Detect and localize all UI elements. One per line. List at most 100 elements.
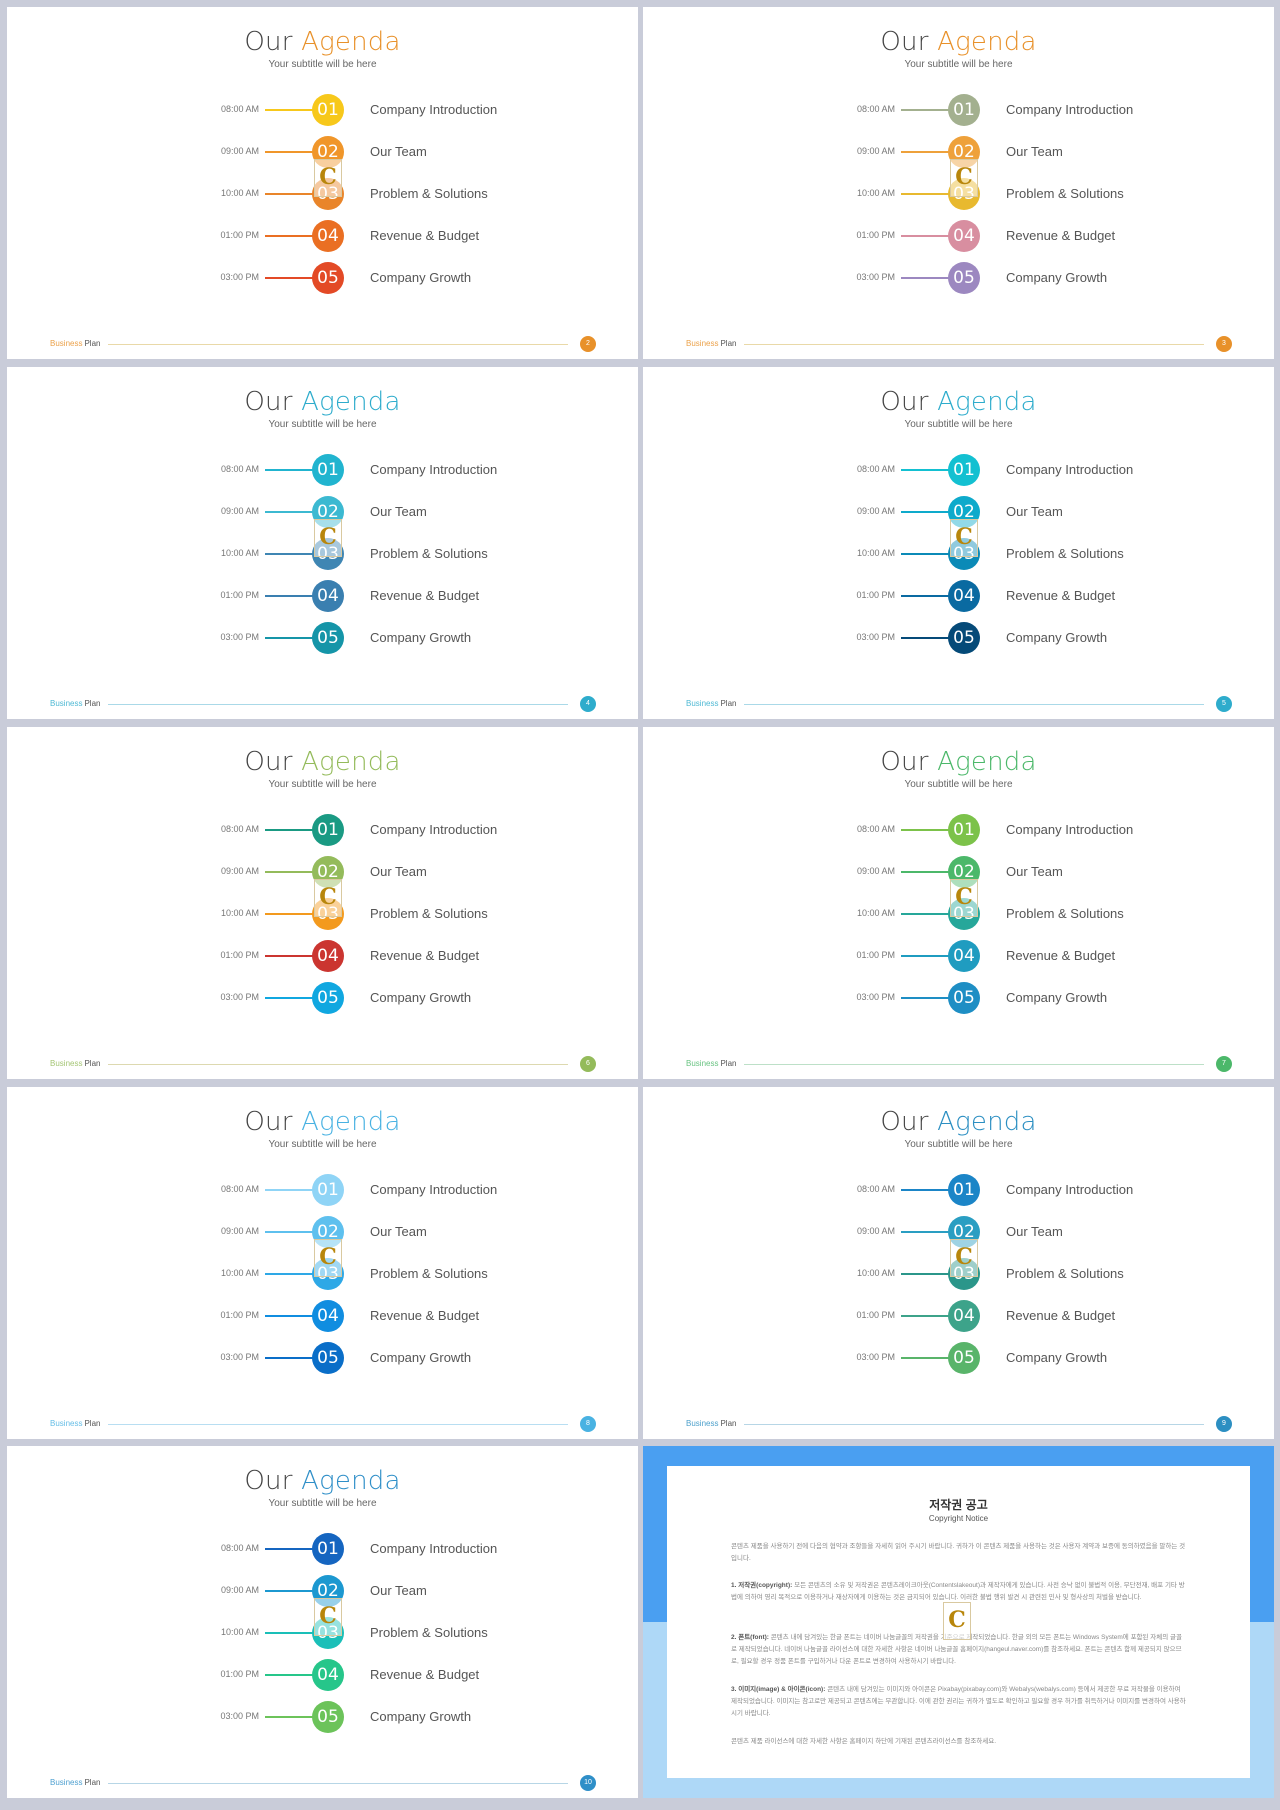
agenda-item-label: Company Introduction bbox=[370, 1182, 498, 1197]
footer-brand-business: Business bbox=[50, 1059, 83, 1068]
agenda-connector-line bbox=[265, 1189, 315, 1191]
footer-brand-business: Business bbox=[686, 339, 719, 348]
agenda-time: 01:00 PM bbox=[856, 590, 895, 600]
agenda-time: 10:00 AM bbox=[856, 548, 895, 558]
agenda-time: 09:00 AM bbox=[220, 1226, 259, 1236]
agenda-item-label: Company Introduction bbox=[1006, 1182, 1134, 1197]
agenda-item: 08:00 AM 01 Company Introduction bbox=[643, 454, 1274, 486]
footer-divider bbox=[744, 344, 1204, 345]
agenda-connector-line bbox=[901, 595, 951, 597]
agenda-connector-line bbox=[901, 1189, 951, 1191]
page-number-badge: 2 bbox=[580, 336, 596, 352]
agenda-time: 09:00 AM bbox=[856, 866, 895, 876]
agenda-item-label: Company Introduction bbox=[370, 1541, 498, 1556]
agenda-title: Our Agenda bbox=[7, 1107, 638, 1137]
agenda-title: Our Agenda bbox=[643, 1107, 1274, 1137]
agenda-connector-line bbox=[265, 1548, 315, 1550]
agenda-connector-line bbox=[265, 595, 315, 597]
agenda-item-label: Problem & Solutions bbox=[1006, 546, 1124, 561]
footer-divider bbox=[108, 704, 568, 705]
copyright-notice-slide: 저작권 공고 Copyright Notice 콘텐츠 제품을 사용하기 전에 … bbox=[643, 1446, 1274, 1798]
agenda-title-agenda: Agenda bbox=[301, 27, 401, 57]
footer-brand: Business Plan bbox=[50, 1059, 100, 1068]
agenda-connector-line bbox=[265, 871, 315, 873]
agenda-item-label: Our Team bbox=[1006, 144, 1063, 159]
agenda-item-label: Company Introduction bbox=[1006, 822, 1134, 837]
agenda-slide: Our Agenda Your subtitle will be here 08:0… bbox=[7, 1446, 638, 1798]
agenda-time: 10:00 AM bbox=[220, 1627, 259, 1637]
agenda-item-label: Our Team bbox=[370, 864, 427, 879]
watermark-logo: C bbox=[314, 1239, 342, 1277]
agenda-item-label: Company Growth bbox=[370, 990, 472, 1005]
agenda-item: 03:00 PM 05 Company Growth bbox=[643, 622, 1274, 654]
agenda-time: 03:00 PM bbox=[220, 632, 259, 642]
agenda-item-label: Company Introduction bbox=[370, 822, 498, 837]
footer-brand: Business Plan bbox=[50, 339, 100, 348]
agenda-item-label: Company Growth bbox=[370, 630, 472, 645]
agenda-time: 09:00 AM bbox=[220, 866, 259, 876]
agenda-number-badge: 01 bbox=[948, 94, 980, 126]
notice-image-head: 3. 이미지(image) & 아이콘(icon): bbox=[731, 1686, 826, 1693]
footer-brand-plan: Plan bbox=[720, 1419, 737, 1428]
agenda-time: 01:00 PM bbox=[220, 950, 259, 960]
agenda-connector-line bbox=[265, 469, 315, 471]
agenda-item: 01:00 PM 04 Revenue & Budget bbox=[643, 940, 1274, 972]
notice-font-body: 콘텐츠 내에 담겨있는 한글 폰트는 네이버 나눔글꼴의 저작권을 기준으로 제… bbox=[731, 1634, 1183, 1665]
agenda-slide: Our Agenda Your subtitle will be here 08:0… bbox=[7, 727, 638, 1079]
agenda-connector-line bbox=[901, 1357, 951, 1359]
agenda-time: 10:00 AM bbox=[856, 1268, 895, 1278]
page-number-badge: 4 bbox=[580, 696, 596, 712]
agenda-number-badge: 01 bbox=[312, 1174, 344, 1206]
agenda-slide: Our Agenda Your subtitle will be here 08:0… bbox=[7, 367, 638, 719]
footer-brand-plan: Plan bbox=[84, 339, 101, 348]
agenda-item-label: Problem & Solutions bbox=[370, 1266, 488, 1281]
agenda-connector-line bbox=[265, 151, 315, 153]
footer-brand-business: Business bbox=[50, 339, 83, 348]
agenda-item: 01:00 PM 04 Revenue & Budget bbox=[643, 1300, 1274, 1332]
agenda-item-label: Problem & Solutions bbox=[370, 186, 488, 201]
agenda-connector-line bbox=[265, 1716, 315, 1718]
agenda-time: 03:00 PM bbox=[856, 992, 895, 1002]
agenda-title-agenda: Agenda bbox=[301, 387, 401, 417]
page-number-badge: 7 bbox=[1216, 1056, 1232, 1072]
agenda-time: 10:00 AM bbox=[856, 908, 895, 918]
agenda-time: 01:00 PM bbox=[220, 1310, 259, 1320]
agenda-connector-line bbox=[901, 829, 951, 831]
agenda-slide: Our Agenda Your subtitle will be here 08:0… bbox=[643, 7, 1274, 359]
agenda-subtitle: Your subtitle will be here bbox=[268, 1139, 377, 1150]
agenda-item-label: Our Team bbox=[370, 1224, 427, 1239]
agenda-item-label: Revenue & Budget bbox=[1006, 588, 1116, 603]
agenda-item: 08:00 AM 01 Company Introduction bbox=[7, 454, 638, 486]
footer-divider bbox=[108, 1424, 568, 1425]
agenda-subtitle: Your subtitle will be here bbox=[268, 59, 377, 70]
agenda-title-agenda: Agenda bbox=[301, 1107, 401, 1137]
agenda-subtitle: Your subtitle will be here bbox=[268, 1498, 377, 1509]
agenda-time: 10:00 AM bbox=[220, 908, 259, 918]
agenda-item-label: Problem & Solutions bbox=[370, 546, 488, 561]
footer-brand-business: Business bbox=[686, 699, 719, 708]
agenda-number-badge: 01 bbox=[948, 1174, 980, 1206]
footer-brand-business: Business bbox=[686, 1419, 719, 1428]
notice-copyright-paragraph: 1. 저작권(copyright): 모든 콘텐츠의 소유 및 저작권은 콘텐츠… bbox=[731, 1580, 1186, 1604]
agenda-connector-line bbox=[265, 829, 315, 831]
agenda-number-badge: 04 bbox=[948, 220, 980, 252]
footer-brand: Business Plan bbox=[50, 1778, 100, 1787]
footer-brand-business: Business bbox=[50, 1778, 83, 1787]
agenda-item-label: Company Introduction bbox=[1006, 102, 1134, 117]
agenda-number-badge: 01 bbox=[312, 454, 344, 486]
agenda-time: 08:00 AM bbox=[220, 104, 259, 114]
watermark-logo: C bbox=[314, 159, 342, 197]
agenda-item: 09:00 AM 02 Our Team bbox=[7, 856, 638, 888]
agenda-connector-line bbox=[901, 469, 951, 471]
footer-brand-plan: Plan bbox=[720, 699, 737, 708]
agenda-title: Our Agenda bbox=[7, 1466, 638, 1496]
watermark-logo: C bbox=[950, 519, 978, 557]
agenda-time: 03:00 PM bbox=[856, 632, 895, 642]
agenda-time: 08:00 AM bbox=[220, 464, 259, 474]
agenda-number-badge: 04 bbox=[948, 940, 980, 972]
agenda-title: Our Agenda bbox=[7, 747, 638, 777]
agenda-item-label: Problem & Solutions bbox=[1006, 1266, 1124, 1281]
agenda-item-label: Company Introduction bbox=[1006, 462, 1134, 477]
agenda-title: Our Agenda bbox=[7, 27, 638, 57]
agenda-time: 01:00 PM bbox=[220, 1669, 259, 1679]
